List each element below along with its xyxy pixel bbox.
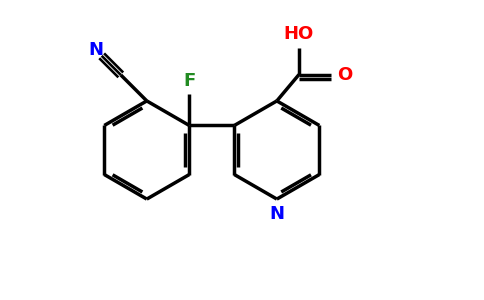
Text: N: N <box>269 205 284 223</box>
Text: HO: HO <box>284 25 314 43</box>
Text: N: N <box>89 41 104 59</box>
Text: O: O <box>337 66 352 84</box>
Text: F: F <box>183 72 196 90</box>
